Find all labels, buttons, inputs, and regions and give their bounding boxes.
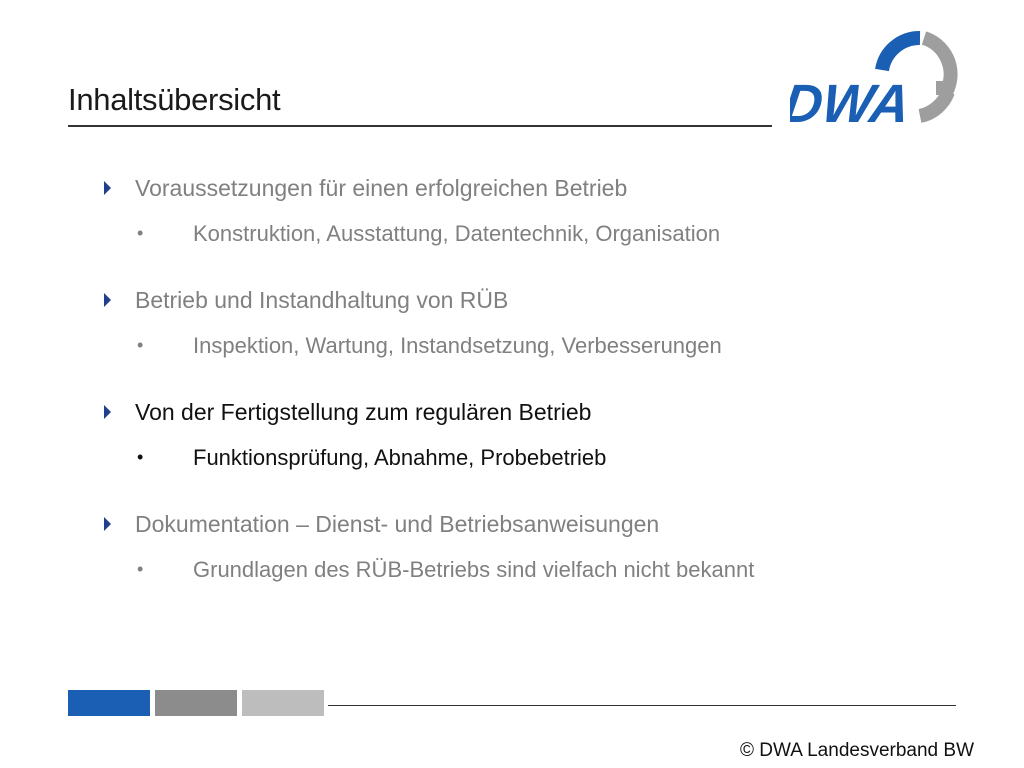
agenda-sub-row: • Grundlagen des RÜB-Betriebs sind vielfa… bbox=[0, 557, 1024, 587]
agenda-main-row: Von der Fertigstellung zum regulären Bet… bbox=[0, 399, 1024, 429]
agenda-subpoint: Inspektion, Wartung, Instandsetzung, Ver… bbox=[193, 333, 722, 358]
triangle-bullet-icon bbox=[104, 405, 111, 419]
agenda-sub-row: • Inspektion, Wartung, Instandsetzung, Ve… bbox=[0, 333, 1024, 363]
agenda-sub-row: • Funktionsprüfung, Abnahme, Probebetrieb bbox=[0, 445, 1024, 475]
agenda-main-row: Dokumentation – Dienst- und Betriebsanwe… bbox=[0, 511, 1024, 541]
dot-bullet-icon: • bbox=[137, 335, 144, 355]
triangle-bullet-icon bbox=[104, 293, 111, 307]
logo-arc-blue bbox=[875, 30, 921, 72]
footer-bar-lightgray bbox=[242, 690, 324, 716]
footer-bar-gray bbox=[155, 690, 237, 716]
dwa-logo: DWA bbox=[790, 30, 958, 130]
agenda-heading: Voraussetzungen für einen erfolgreichen … bbox=[135, 175, 628, 201]
agenda-subpoint: Konstruktion, Ausstattung, Datentechnik,… bbox=[193, 221, 721, 246]
logo-text: DWA bbox=[790, 74, 914, 130]
agenda-subpoint: Funktionsprüfung, Abnahme, Probebetrieb bbox=[193, 445, 607, 470]
agenda-subpoint: Grundlagen des RÜB-Betriebs sind vielfac… bbox=[193, 557, 755, 582]
agenda-main-row: Betrieb und Instandhaltung von RÜB bbox=[0, 287, 1024, 317]
logo-arc-gray-lower bbox=[918, 89, 955, 123]
agenda-heading: Von der Fertigstellung zum regulären Bet… bbox=[135, 399, 592, 425]
dot-bullet-icon: • bbox=[137, 559, 144, 579]
agenda-item: Von der Fertigstellung zum regulären Bet… bbox=[0, 399, 1024, 475]
footer-bar-blue bbox=[68, 690, 150, 716]
slide-title: Inhaltsübersicht bbox=[68, 82, 281, 117]
logo-arc-gray bbox=[921, 31, 958, 95]
agenda-item: Betrieb und Instandhaltung von RÜB • Inspe… bbox=[0, 287, 1024, 363]
copyright-text: © DWA Landesverband BW bbox=[739, 740, 974, 761]
dot-bullet-icon: • bbox=[137, 223, 144, 243]
agenda-main-row: Voraussetzungen für einen erfolgreichen … bbox=[0, 175, 1024, 205]
agenda-heading: Betrieb und Instandhaltung von RÜB bbox=[135, 287, 509, 313]
agenda-heading: Dokumentation – Dienst- und Betriebsanwe… bbox=[135, 511, 660, 537]
triangle-bullet-icon bbox=[104, 181, 111, 195]
triangle-bullet-icon bbox=[104, 517, 111, 531]
agenda-item: Voraussetzungen für einen erfolgreichen … bbox=[0, 175, 1024, 251]
agenda-sub-row: • Konstruktion, Ausstattung, Datentechnik… bbox=[0, 221, 1024, 251]
dot-bullet-icon: • bbox=[137, 447, 144, 467]
title-underline bbox=[68, 125, 772, 127]
footer-rule bbox=[328, 705, 956, 706]
agenda-item: Dokumentation – Dienst- und Betriebsanwe… bbox=[0, 511, 1024, 587]
